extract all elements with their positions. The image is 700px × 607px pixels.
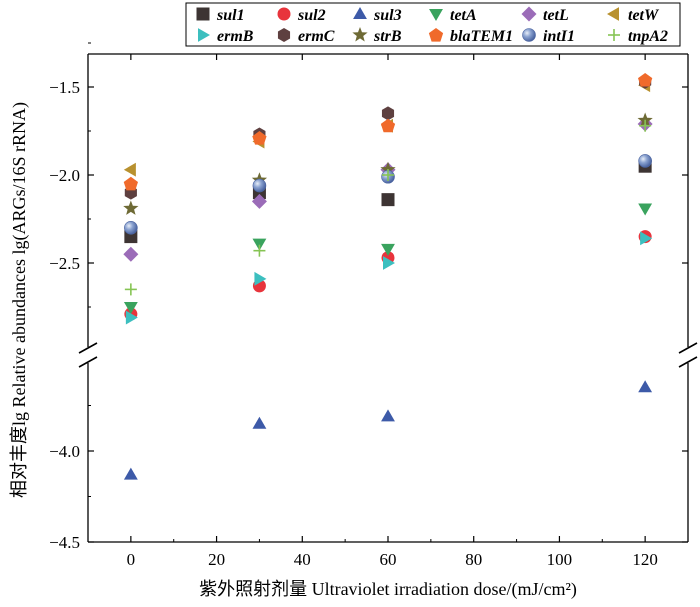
legend-marker-tnpa2 [608, 29, 620, 41]
legend-label-ermb: ermB [217, 28, 254, 45]
y-tick-label: −2.0 [49, 166, 80, 185]
legend-marker-tetl [521, 6, 537, 22]
point-strb [380, 161, 396, 177]
series-blatem1 [123, 72, 653, 191]
point-ermb [383, 256, 395, 270]
point-sul1 [381, 193, 395, 207]
legend-marker-sul3 [353, 7, 367, 19]
point-tetl [123, 246, 139, 262]
point-tetl [251, 193, 267, 209]
point-sul3 [252, 416, 267, 429]
x-tick-label: 40 [294, 550, 311, 569]
point-ermb [254, 271, 267, 286]
legend-label-tetl: tetL [543, 7, 569, 24]
x-tick-label: 0 [127, 550, 136, 569]
series-inti1 [124, 154, 652, 235]
point-blatem1 [380, 118, 396, 133]
legend-marker-ermc [277, 28, 291, 42]
legend-marker-strb [352, 27, 368, 42]
y-tick-label: −4.0 [49, 442, 80, 461]
series-sul3 [123, 380, 653, 480]
x-axis-title: 紫外照射剂量 Ultraviolet irradiation dose/(mJ/… [199, 579, 577, 600]
axis-break-mark-left [78, 356, 98, 368]
point-ermb [125, 310, 138, 325]
x-tick-label: 20 [208, 550, 225, 569]
point-sul3 [638, 380, 653, 393]
point-inti1 [124, 221, 138, 235]
legend-marker-ermb [198, 28, 210, 42]
y-tick-label: −4.5 [49, 533, 80, 552]
x-tick-label: 120 [632, 550, 658, 569]
point-teta [252, 238, 267, 251]
y-tick-label: −2.5 [49, 254, 80, 273]
series-tnpa2 [124, 119, 652, 296]
x-axis-ticks: 0 20 40 60 80 100 120 [127, 54, 658, 569]
legend-label-ermc: ermC [298, 28, 335, 45]
legend: sul1 sul2 sul3 tetA tetL tetW ermB ermC strB blaT… [185, 2, 681, 47]
series-teta [123, 203, 653, 314]
y-axis-ticks: −1.5 −2.0 −2.5 −4.0 −4.5 [49, 42, 688, 552]
x-tick-label: 80 [465, 550, 482, 569]
legend-label-blatem1: blaTEM1 [450, 28, 513, 45]
legend-label-sul1: sul1 [216, 7, 245, 24]
legend-label-strb: strB [373, 28, 402, 45]
point-blatem1 [123, 176, 138, 191]
axis-break-mark-right [678, 356, 698, 368]
point-strb [123, 200, 139, 215]
legend-label-inti1: intI1 [543, 28, 575, 45]
point-ermb [640, 231, 653, 246]
point-strb [637, 112, 653, 127]
legend-marker-sul2 [277, 7, 291, 21]
point-tetw [123, 162, 136, 177]
series-sul2 [124, 230, 652, 321]
point-tnpa2 [639, 119, 652, 132]
legend-marker-blatem1 [428, 28, 444, 42]
series-tetl [123, 116, 653, 262]
point-teta [638, 203, 653, 216]
legend-marker-tetw [607, 7, 619, 21]
legend-label-teta: tetA [450, 7, 477, 24]
point-sul3 [123, 467, 138, 480]
legend-marker-sul1 [196, 7, 210, 21]
legend-label-sul3: sul3 [373, 7, 402, 24]
point-inti1 [638, 154, 652, 168]
legend-marker-inti1 [522, 28, 536, 42]
point-teta [123, 302, 138, 314]
axis-break-mark-left [78, 342, 98, 354]
x-tick-label: 100 [547, 550, 573, 569]
point-inti1 [252, 178, 267, 193]
point-tnpa2 [124, 283, 137, 296]
point-ermc [381, 106, 395, 121]
data-points [123, 72, 653, 480]
point-tnpa2 [382, 169, 394, 181]
point-teta [381, 243, 395, 256]
legend-label-tetw: tetW [628, 7, 660, 24]
series-ermb [125, 231, 653, 325]
y-axis-title: 相对丰度lg Relative abundances lg(ARGs/16S r… [9, 102, 30, 498]
point-blatem1 [252, 131, 267, 145]
point-sul3 [381, 409, 395, 422]
point-blatem1 [638, 72, 653, 87]
x-tick-label: 60 [380, 550, 397, 569]
y-tick-label: −1.5 [49, 78, 80, 97]
legend-marker-teta [429, 9, 443, 21]
axis-break-mark-right [678, 342, 698, 354]
legend-label-tnpa2: tnpA2 [628, 28, 668, 45]
legend-label-sul2: sul2 [297, 7, 326, 24]
point-tnpa2 [253, 244, 266, 257]
